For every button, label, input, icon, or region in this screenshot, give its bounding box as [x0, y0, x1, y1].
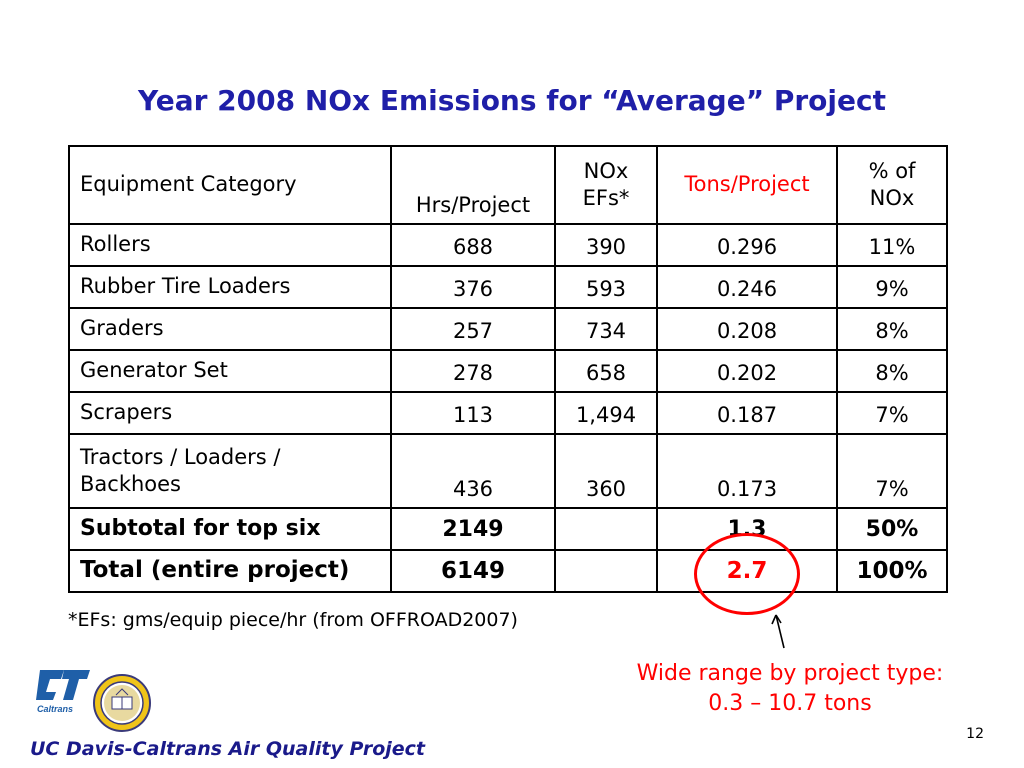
cell-tons: 0.296 [656, 223, 838, 267]
cell-tons: 0.202 [656, 349, 838, 393]
cell-efs: 390 [554, 223, 658, 267]
cell-pct: 8% [836, 307, 948, 351]
cell-hrs: 113 [390, 391, 556, 435]
total-row: Total (entire project) 6149 2.7 100% [68, 549, 948, 593]
cell-tons: 0.187 [656, 391, 838, 435]
total-label: Total (entire project) [68, 549, 392, 593]
uc-davis-seal-icon [93, 674, 151, 732]
header-tons-project: Tons/Project [656, 145, 838, 225]
subtotal-hrs: 2149 [390, 507, 556, 551]
arrow-icon [771, 614, 785, 649]
table-row: Scrapers 113 1,494 0.187 7% [68, 391, 948, 435]
cell-hrs: 257 [390, 307, 556, 351]
category-line2: Backhoes [80, 472, 182, 496]
total-hrs: 6149 [390, 549, 556, 593]
cell-tons: 0.246 [656, 265, 838, 309]
footnote: *EFs: gms/equip piece/hr (from OFFROAD20… [68, 609, 518, 631]
table-row: Rollers 688 390 0.296 11% [68, 223, 948, 267]
subtotal-label: Subtotal for top six [68, 507, 392, 551]
cell-efs: 734 [554, 307, 658, 351]
category-line1: Tractors / Loaders / [80, 444, 281, 469]
table-row: Graders 257 734 0.208 8% [68, 307, 948, 351]
table-row: Tractors / Loaders / Backhoes 436 360 0.1… [68, 433, 948, 509]
header-pct-nox: % of NOx [836, 145, 948, 225]
subtotal-efs [554, 507, 658, 551]
caltrans-logo-icon: Caltrans [36, 670, 90, 714]
cell-pct: 7% [836, 391, 948, 435]
header-pct-line1: % of [868, 158, 916, 183]
header-pct-line2: NOx [869, 186, 915, 210]
subtotal-pct: 50% [836, 507, 948, 551]
cell-pct: 11% [836, 223, 948, 267]
total-pct: 100% [836, 549, 948, 593]
total-efs [554, 549, 658, 593]
cell-hrs: 688 [390, 223, 556, 267]
table-row: Generator Set 278 658 0.202 8% [68, 349, 948, 393]
header-nox-line1: NOx [583, 158, 629, 183]
cell-efs: 360 [554, 433, 658, 509]
range-note-line1: Wide range by project type: [636, 661, 944, 686]
cell-pct: 9% [836, 265, 948, 309]
highlight-circle [694, 533, 800, 615]
caltrans-logo-text: Caltrans [37, 704, 73, 714]
header-hrs-project: Hrs/Project [390, 145, 556, 225]
cell-pct: 8% [836, 349, 948, 393]
cell-efs: 658 [554, 349, 658, 393]
cell-efs: 1,494 [554, 391, 658, 435]
nox-emissions-table: Equipment Category Hrs/Project NOx EFs* T… [68, 145, 948, 593]
cell-hrs: 376 [390, 265, 556, 309]
range-note-line2: 0.3 – 10.7 tons [708, 691, 872, 716]
cell-hrs: 278 [390, 349, 556, 393]
table-row: Rubber Tire Loaders 376 593 0.246 9% [68, 265, 948, 309]
cell-tons: 0.173 [656, 433, 838, 509]
cell-category: Rubber Tire Loaders [68, 265, 392, 309]
cell-category: Graders [68, 307, 392, 351]
cell-category: Generator Set [68, 349, 392, 393]
organization-name: UC Davis-Caltrans Air Quality Project [30, 738, 425, 760]
page-number: 12 [966, 726, 984, 742]
header-nox-line2: EFs* [582, 186, 630, 210]
cell-efs: 593 [554, 265, 658, 309]
header-nox-efs: NOx EFs* [554, 145, 658, 225]
range-note: Wide range by project type: 0.3 – 10.7 t… [600, 659, 980, 719]
subtotal-row: Subtotal for top six 2149 1.3 50% [68, 507, 948, 551]
cell-category: Tractors / Loaders / Backhoes [68, 433, 392, 509]
slide-title: Year 2008 NOx Emissions for “Average” Pr… [138, 84, 886, 117]
cell-tons: 0.208 [656, 307, 838, 351]
table-header-row: Equipment Category Hrs/Project NOx EFs* T… [68, 145, 948, 225]
header-equipment-category: Equipment Category [68, 145, 392, 225]
cell-pct: 7% [836, 433, 948, 509]
cell-category: Rollers [68, 223, 392, 267]
cell-hrs: 436 [390, 433, 556, 509]
cell-category: Scrapers [68, 391, 392, 435]
